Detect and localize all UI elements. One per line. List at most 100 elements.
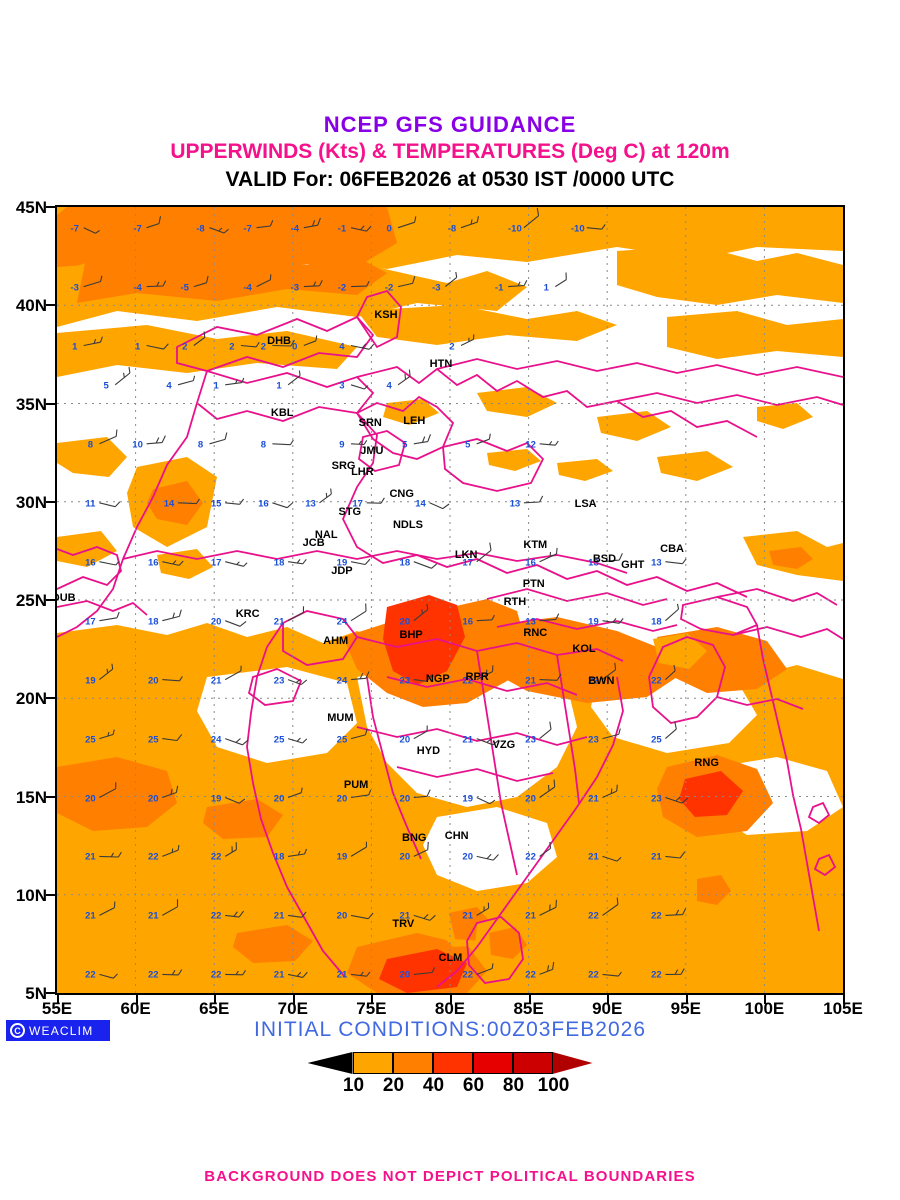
temperature-value: 15 bbox=[210, 498, 222, 510]
wind-barb bbox=[413, 967, 435, 975]
weather-map[interactable]: -7 -7 -8 -7 -4 -1 0 -8 -10 -10 -3 -4 -5 -4 -3 -2 -2 -3 -1 1… bbox=[55, 205, 845, 995]
wind-barb bbox=[224, 796, 246, 804]
colorbar-under-cap bbox=[307, 1052, 353, 1074]
y-tick-label: 25N bbox=[15, 591, 47, 610]
wind-barb bbox=[476, 738, 500, 746]
wind-barb bbox=[602, 728, 621, 740]
temperature-value: -1 bbox=[337, 223, 347, 235]
city-label: SRN bbox=[358, 417, 382, 430]
temperature-value: 22 bbox=[210, 851, 222, 863]
wind-barb bbox=[288, 911, 307, 918]
wind-barb bbox=[233, 911, 238, 917]
wind-barb bbox=[486, 738, 492, 743]
colorbar-tick-label: 100 bbox=[537, 1075, 570, 1096]
wind-barb bbox=[539, 779, 556, 798]
page-subtitle: UPPERWINDS (Kts) & TEMPERATURES (Deg C) … bbox=[170, 140, 730, 163]
wind-barb bbox=[350, 343, 375, 350]
wind-barb bbox=[413, 725, 428, 740]
temperature-value: 21 bbox=[525, 910, 536, 922]
wind-barb bbox=[287, 738, 308, 744]
temperature-value: 25 bbox=[651, 734, 662, 746]
wind-barb bbox=[517, 281, 521, 287]
temperature-value: 21 bbox=[588, 851, 599, 863]
wind-barb bbox=[423, 913, 429, 919]
y-tick-mark bbox=[46, 697, 55, 700]
wind-barb bbox=[146, 343, 169, 350]
wind-barb bbox=[486, 853, 492, 860]
wind-barb bbox=[675, 796, 681, 802]
city-label: HTN bbox=[429, 358, 453, 371]
temperature-value: 21 bbox=[462, 910, 474, 922]
wind-barb bbox=[225, 910, 245, 918]
wind-barb bbox=[296, 971, 302, 977]
city-label: NGP bbox=[425, 672, 450, 685]
wind-barb bbox=[99, 851, 122, 858]
temperature-value: 1 bbox=[72, 341, 78, 353]
temperature-value: 19 bbox=[588, 616, 599, 628]
wind-barb bbox=[297, 850, 301, 856]
temperature-value: 21 bbox=[525, 675, 536, 687]
temperature-value: 23 bbox=[399, 675, 411, 687]
wind-barb bbox=[539, 613, 560, 622]
wind-barb bbox=[225, 620, 247, 627]
temperature-value: 2 bbox=[449, 341, 455, 353]
wind-barb bbox=[421, 609, 424, 614]
city-label: STG bbox=[338, 505, 362, 518]
temperature-value: 19 bbox=[462, 793, 474, 804]
wind-barb bbox=[476, 665, 494, 681]
x-tick-label: 85E bbox=[513, 999, 544, 1018]
x-tick-mark bbox=[57, 995, 59, 1004]
copyright-icon: C bbox=[10, 1023, 25, 1038]
city-label: GHT bbox=[621, 558, 645, 571]
y-tick-label: 15N bbox=[15, 787, 47, 807]
city-label: KOL bbox=[572, 643, 596, 656]
page-title: NCEP GFS GUIDANCE bbox=[323, 112, 577, 137]
temperature-value: 16 bbox=[462, 616, 474, 628]
wind-barb bbox=[539, 440, 559, 446]
temperature-value: 25 bbox=[336, 734, 348, 746]
temperature-value: -3 bbox=[70, 282, 79, 294]
y-tick-label: 45N bbox=[15, 198, 47, 217]
wind-barb bbox=[547, 785, 550, 792]
city-label: AHM bbox=[323, 635, 349, 648]
temperature-value: 16 bbox=[85, 557, 96, 569]
wind-barb bbox=[171, 848, 174, 853]
temperature-value: 20 bbox=[85, 793, 96, 804]
wind-barb bbox=[319, 488, 332, 504]
y-tick-label: 10N bbox=[15, 885, 47, 905]
colorbar-tick-label: 40 bbox=[422, 1075, 445, 1096]
wind-barb bbox=[313, 281, 317, 287]
temperature-value: 23 bbox=[651, 793, 662, 804]
wind-barb bbox=[665, 796, 689, 804]
wind-barb bbox=[99, 782, 117, 798]
wind-barb bbox=[397, 276, 416, 288]
colorbar-labels: 10 20 40 60 80 100 bbox=[0, 1075, 900, 1097]
wind-barb bbox=[674, 969, 679, 975]
city-label: CBA bbox=[660, 542, 684, 555]
wind-barb bbox=[311, 220, 316, 227]
y-tick-mark bbox=[46, 206, 55, 208]
temperature-value: 21 bbox=[336, 969, 348, 981]
wind-barb bbox=[99, 501, 121, 508]
city-label: RTH bbox=[503, 596, 527, 608]
wind-barb bbox=[350, 384, 369, 390]
wind-barb bbox=[240, 341, 260, 348]
colorbar-segment bbox=[472, 1052, 513, 1074]
temperature-value: -4 bbox=[243, 282, 252, 294]
temperature-value: 2 bbox=[229, 341, 235, 353]
wind-barb bbox=[555, 272, 567, 288]
wind-barb bbox=[602, 662, 617, 681]
weaclim-label: WEACLIM bbox=[29, 1023, 94, 1038]
wind-barb bbox=[350, 558, 371, 566]
temperature-value: 21 bbox=[273, 616, 285, 628]
temperature-value: 13 bbox=[525, 616, 536, 628]
city-label: JDP bbox=[331, 564, 353, 577]
wind-barb bbox=[413, 675, 432, 682]
temperature-value: 20 bbox=[399, 851, 411, 863]
wind-barb bbox=[162, 609, 182, 622]
wind-barb bbox=[350, 971, 371, 977]
temperature-value: 5 bbox=[103, 380, 109, 392]
wind-barb bbox=[602, 897, 619, 916]
temperature-value: 21 bbox=[85, 910, 96, 922]
wind-barb bbox=[99, 611, 120, 622]
